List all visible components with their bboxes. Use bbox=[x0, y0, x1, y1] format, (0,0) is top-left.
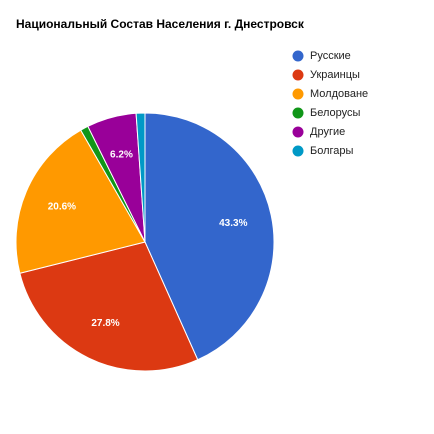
data-label: 43.3% bbox=[219, 218, 247, 229]
pie-slice bbox=[135, 112, 146, 243]
legend-swatch bbox=[292, 50, 304, 62]
pie-slice bbox=[15, 129, 146, 274]
legend-label: Украинцы bbox=[310, 69, 360, 81]
legend-swatch bbox=[292, 126, 304, 138]
legend-swatch bbox=[292, 69, 304, 81]
legend-swatch bbox=[292, 88, 304, 100]
legend-label: Русские bbox=[310, 50, 351, 62]
legend-label: Болгары bbox=[310, 145, 354, 157]
chart-title: Национальный Состав Населения г. Днестро… bbox=[16, 17, 305, 31]
legend-label: Другие bbox=[310, 126, 345, 138]
legend-swatch bbox=[292, 107, 304, 119]
legend-label: Белорусы bbox=[310, 107, 361, 119]
pie-slice bbox=[19, 241, 199, 372]
data-label: 27.8% bbox=[91, 318, 119, 329]
legend-label: Молдоване bbox=[310, 88, 368, 100]
data-label: 20.6% bbox=[48, 201, 76, 212]
data-label: 6.2% bbox=[110, 149, 133, 160]
legend-swatch bbox=[292, 145, 304, 157]
pie-slice bbox=[144, 112, 275, 361]
